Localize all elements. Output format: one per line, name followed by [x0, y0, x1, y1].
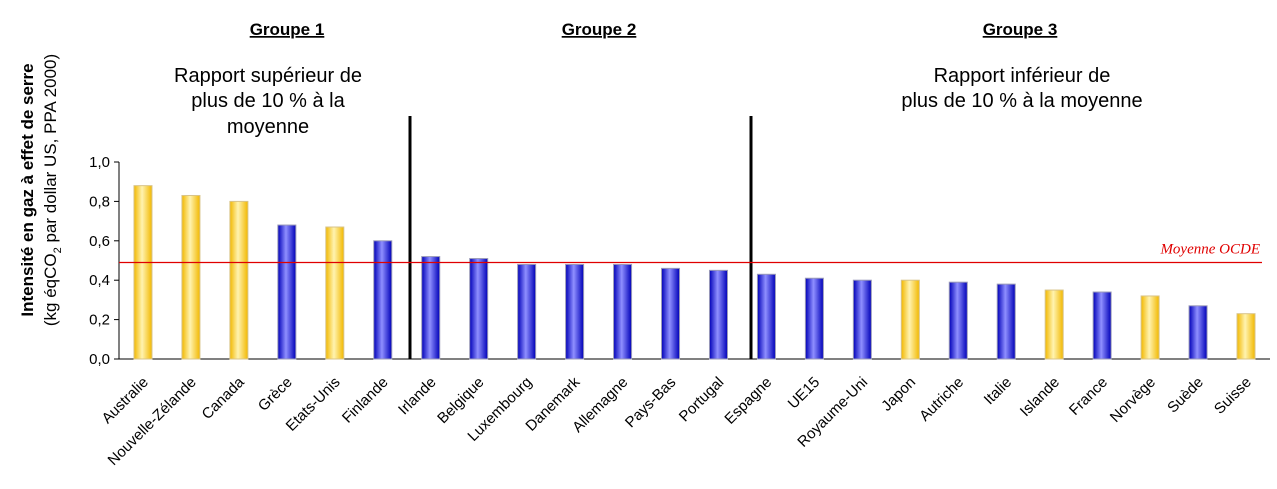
category-label: Espagne [721, 374, 775, 428]
category-label: Nouvelle-Zélande [105, 374, 200, 469]
group-1-desc-line-2: plus de 10 % à la [191, 90, 345, 112]
y-axis-title: Intensité en gaz à effet de serre [18, 63, 37, 316]
y-tick-label: 0,0 [89, 351, 110, 368]
bar-ue15 [804, 277, 824, 360]
category-label: Italie [981, 374, 1015, 408]
category-label: Suisse [1211, 374, 1255, 418]
bar-portugal [708, 269, 728, 360]
bar-suisse [1236, 313, 1256, 360]
bar-islande [1044, 289, 1064, 360]
category-label: Japon [878, 374, 919, 415]
group-1-desc-line-3: moyenne [227, 116, 309, 138]
category-label: Canada [199, 373, 249, 423]
bar-france [1092, 291, 1112, 360]
bar-luxembourg [517, 263, 537, 360]
y-tick-label: 0,6 [89, 233, 110, 250]
y-tick-label: 1,0 [89, 154, 110, 171]
bar-italie [996, 283, 1016, 360]
y-axis-units: (kg éqCO2 par dollar US, PPA 2000) [41, 54, 64, 326]
category-label: Suède [1164, 374, 1207, 417]
y-tick-label: 0,8 [89, 193, 110, 210]
group-3-desc-line-2: plus de 10 % à la moyenne [901, 90, 1142, 112]
category-label: Pays-Bas [622, 374, 679, 431]
category-label: Irlande [395, 374, 439, 418]
bar-allemagne [613, 263, 633, 360]
bar-autriche [948, 281, 968, 360]
group-3-title: Groupe 3 [983, 20, 1058, 39]
group-3-desc-line-1: Rapport inférieur de [934, 65, 1111, 87]
average-label: Moyenne OCDE [1159, 241, 1260, 257]
bar-canada [229, 200, 249, 360]
category-label: UE15 [785, 374, 824, 413]
bar-espagne [756, 273, 776, 360]
bar-royaume-uni [852, 279, 872, 360]
category-label: Norvège [1107, 374, 1159, 426]
category-label: Portugal [676, 374, 728, 426]
bar-danemark [565, 263, 585, 360]
bar-pays-bas [661, 267, 681, 360]
y-tick-label: 0,2 [89, 312, 110, 329]
bar-belgique [469, 258, 489, 360]
category-label: Grèce [255, 374, 296, 415]
bar-irlande [421, 256, 441, 360]
group-1-title: Groupe 1 [250, 20, 325, 39]
bar-japon [900, 279, 920, 360]
bar-finlande [373, 240, 393, 360]
y-tick-label: 0,4 [89, 272, 110, 289]
group-2-title: Groupe 2 [562, 20, 637, 39]
bar-etats-unis [325, 226, 345, 360]
bar-nouvelle-z-lande [181, 194, 201, 360]
category-label: France [1066, 374, 1111, 419]
category-label: Autriche [916, 374, 967, 425]
category-label: Islande [1017, 374, 1063, 420]
group-1-desc-line-1: Rapport supérieur de [174, 65, 362, 87]
bar-gr-ce [277, 224, 297, 360]
bar-norv-ge [1140, 295, 1160, 360]
category-label: Finlande [339, 374, 392, 427]
bar-su-de [1188, 305, 1208, 360]
bar-australie [133, 185, 153, 360]
